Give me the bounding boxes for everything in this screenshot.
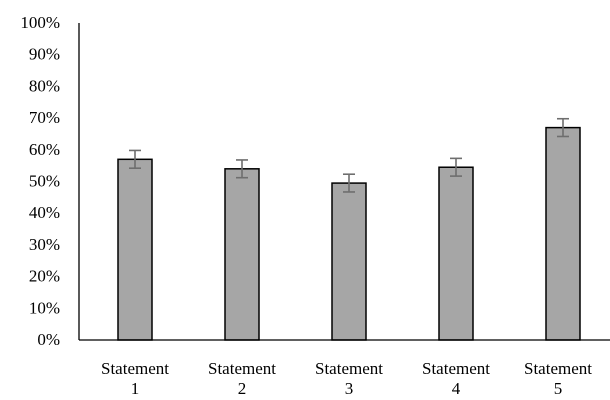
y-tick-label: 50% (29, 172, 60, 191)
y-tick-label: 40% (29, 203, 60, 222)
error-bar (343, 173, 355, 193)
y-tick-label: 30% (29, 235, 60, 254)
error-bar (236, 159, 248, 179)
y-tick-label: 70% (29, 108, 60, 127)
x-category-label: Statement 4 (422, 359, 490, 398)
x-category-label: Statement 3 (315, 359, 383, 398)
x-category-label-line: Statement (101, 359, 169, 378)
x-category-label-line: Statement (208, 359, 276, 378)
x-category-label-line: 1 (131, 379, 140, 398)
bar (438, 166, 474, 341)
y-axis-ticks: 0% 10% 20% 30% 40% 50% 60% 70% 80% 90% 100% (20, 13, 60, 349)
y-tick-label: 100% (20, 13, 60, 32)
bar (117, 158, 153, 341)
error-bar (450, 157, 462, 177)
error-bars (129, 117, 569, 193)
y-tick-label: 20% (29, 267, 60, 286)
bar (545, 126, 581, 341)
y-tick-label: 10% (29, 298, 60, 317)
x-category-label-line: Statement (524, 359, 592, 378)
error-bar (557, 117, 569, 138)
y-tick-label: 60% (29, 140, 60, 159)
y-tick-label: 0% (37, 330, 60, 349)
bar (224, 168, 260, 341)
x-category-label-line: 2 (238, 379, 247, 398)
x-category-label-line: 4 (452, 379, 461, 398)
y-tick-label: 90% (29, 45, 60, 64)
x-category-label-line: Statement (422, 359, 490, 378)
bars (117, 126, 581, 341)
x-category-label: Statement 2 (208, 359, 276, 398)
x-category-label-line: 5 (554, 379, 563, 398)
x-category-label-line: Statement (315, 359, 383, 378)
x-category-label-line: 3 (345, 379, 354, 398)
error-bar (129, 149, 141, 169)
bar (331, 182, 367, 341)
x-category-label: Statement 1 (101, 359, 169, 398)
y-tick-label: 80% (29, 76, 60, 95)
x-category-label: Statement 5 (524, 359, 592, 398)
